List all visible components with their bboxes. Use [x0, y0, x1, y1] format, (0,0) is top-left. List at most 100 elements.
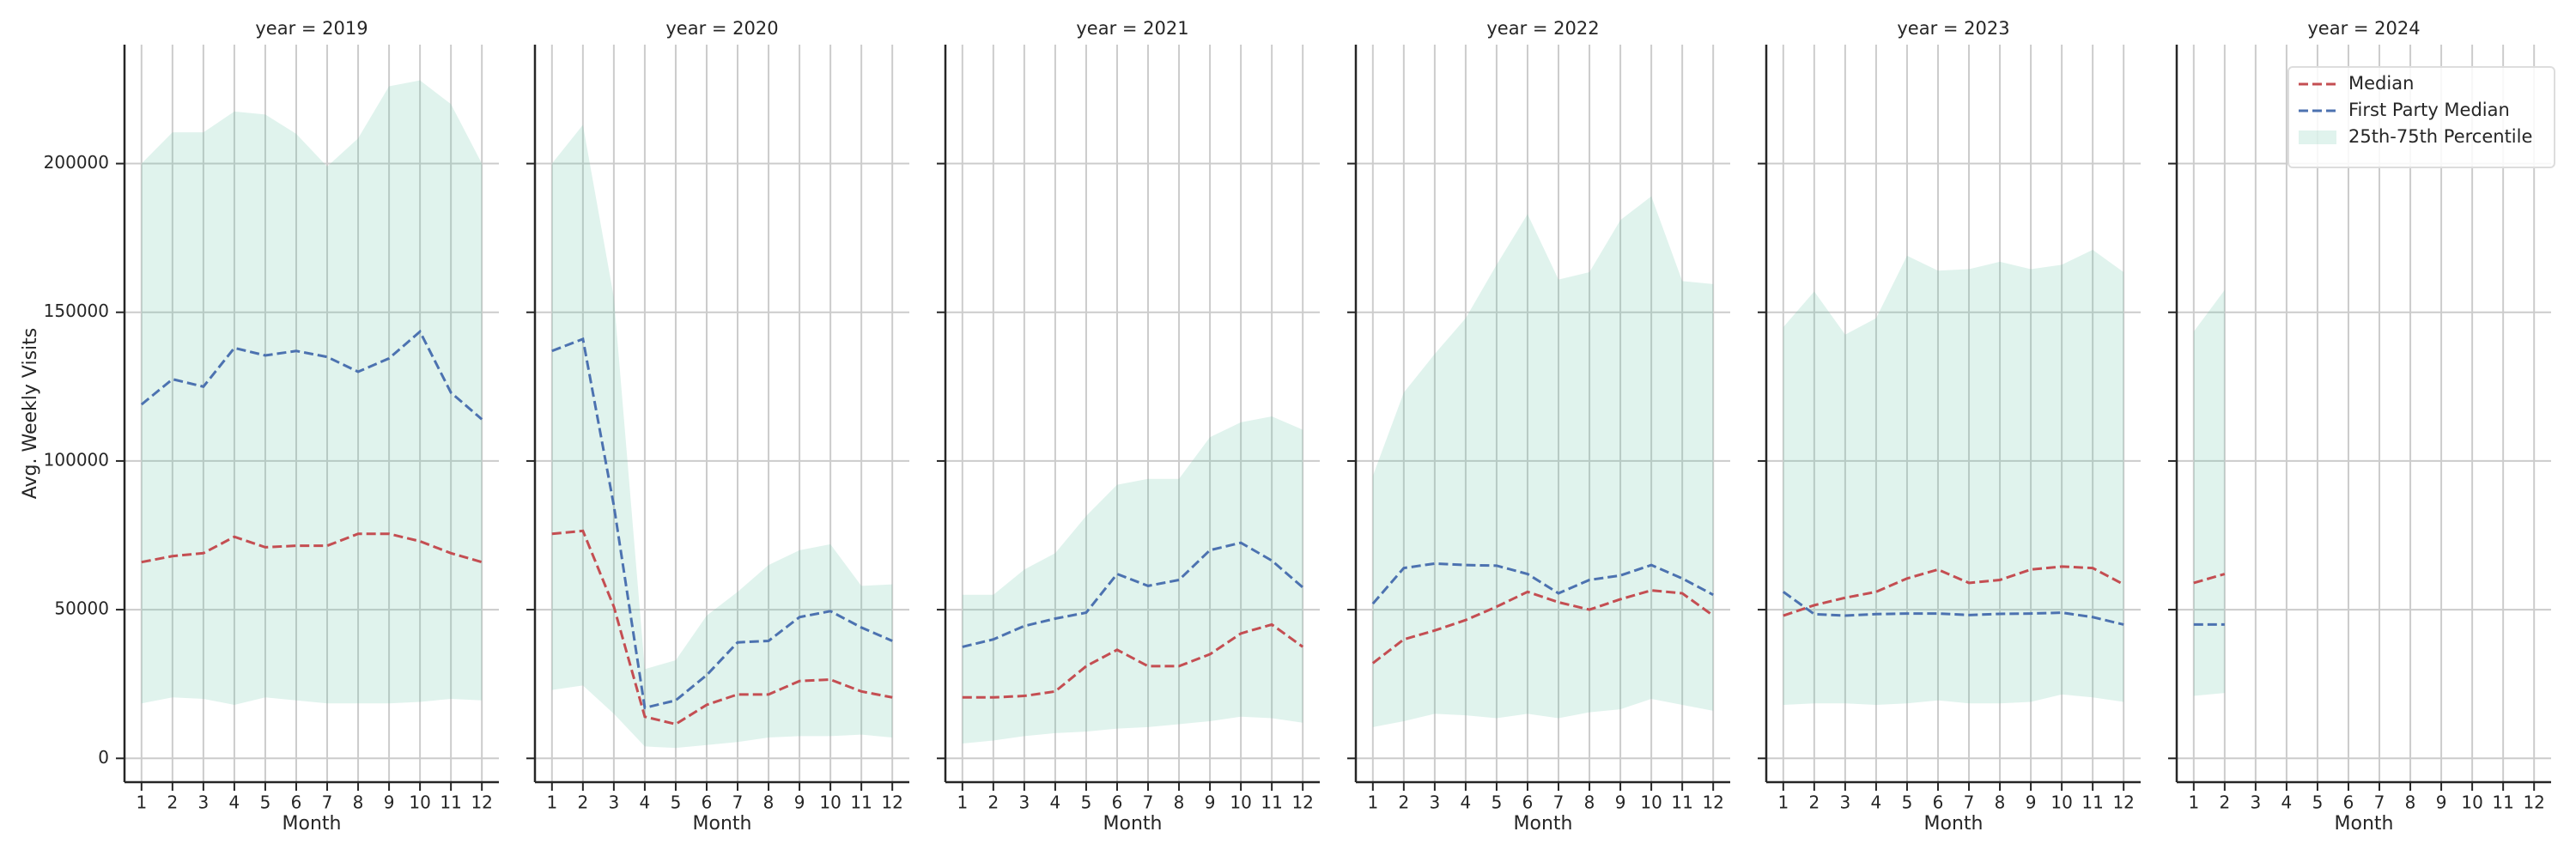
- legend-label: 25th-75th Percentile: [2348, 126, 2532, 147]
- x-tick-label: 6: [291, 792, 302, 813]
- x-tick-label: 5: [1081, 792, 1092, 813]
- x-tick-label: 1: [2188, 792, 2199, 813]
- x-tick-label: 7: [1553, 792, 1564, 813]
- y-tick-label: 200000: [44, 152, 109, 173]
- x-tick-label: 9: [1205, 792, 1216, 813]
- percentile-band: [141, 80, 483, 705]
- x-tick-label: 7: [1964, 792, 1975, 813]
- x-tick-label: 9: [384, 792, 395, 813]
- x-axis-label: Month: [1924, 813, 1984, 835]
- x-tick-label: 8: [1174, 792, 1185, 813]
- x-tick-label: 9: [794, 792, 805, 813]
- facet-title: year = 2020: [665, 18, 778, 39]
- x-tick-label: 8: [353, 792, 364, 813]
- x-tick-label: 2: [987, 792, 999, 813]
- x-tick-label: 4: [1050, 792, 1061, 813]
- x-tick-label: 4: [640, 792, 651, 813]
- x-tick-label: 10: [1230, 792, 1251, 813]
- x-tick-label: 1: [546, 792, 557, 813]
- x-axis-label: Month: [1103, 813, 1163, 835]
- x-tick-label: 10: [2050, 792, 2072, 813]
- series-line: [1371, 589, 1715, 665]
- x-tick-label: 5: [260, 792, 271, 813]
- x-tick-label: 6: [1112, 792, 1123, 813]
- series-line: [140, 329, 483, 421]
- facet-title: year = 2023: [1897, 18, 2009, 39]
- x-tick-label: 2: [1398, 792, 1409, 813]
- y-tick-label: 100000: [44, 449, 109, 470]
- x-tick-label: 7: [732, 792, 744, 813]
- x-tick-label: 6: [1522, 792, 1534, 813]
- x-tick-label: 8: [1584, 792, 1595, 813]
- x-tick-label: 8: [1995, 792, 2006, 813]
- x-axis-label: Month: [283, 813, 342, 835]
- x-tick-label: 3: [1019, 792, 1030, 813]
- x-tick-label: 4: [229, 792, 240, 813]
- series-line: [962, 541, 1304, 648]
- x-tick-label: 9: [2436, 792, 2447, 813]
- legend-box: [2287, 66, 2555, 168]
- x-tick-label: 5: [671, 792, 682, 813]
- x-tick-label: 2: [577, 792, 588, 813]
- x-tick-label: 7: [322, 792, 333, 813]
- y-tick-label: 150000: [44, 300, 109, 321]
- x-tick-label: 10: [2461, 792, 2482, 813]
- series-line: [551, 529, 893, 726]
- percentile-band: [551, 124, 893, 749]
- y-tick-label: 0: [98, 747, 109, 768]
- x-axis-label: Month: [1514, 813, 1573, 835]
- x-tick-label: 11: [2492, 792, 2513, 813]
- facet-title: year = 2021: [1076, 18, 1188, 39]
- x-tick-label: 3: [198, 792, 210, 813]
- x-tick-label: 4: [2281, 792, 2293, 813]
- percentile-band: [2193, 289, 2225, 696]
- y-axis-label: Avg. Weekly Visits: [20, 328, 41, 499]
- x-tick-label: 5: [1492, 792, 1503, 813]
- x-tick-label: 2: [1808, 792, 1820, 813]
- x-tick-label: 2: [167, 792, 178, 813]
- x-tick-label: 3: [609, 792, 620, 813]
- x-tick-label: 8: [2405, 792, 2416, 813]
- x-tick-label: 1: [136, 792, 147, 813]
- x-tick-label: 7: [2374, 792, 2385, 813]
- percentile-band: [1372, 196, 1714, 727]
- facet-title: year = 2022: [1486, 18, 1599, 39]
- x-tick-label: 9: [2026, 792, 2037, 813]
- facet-title: year = 2019: [255, 18, 368, 39]
- x-tick-label: 7: [1143, 792, 1154, 813]
- x-tick-label: 6: [702, 792, 713, 813]
- x-tick-label: 1: [1367, 792, 1378, 813]
- legend-label: First Party Median: [2348, 100, 2510, 120]
- series-line: [1371, 562, 1714, 605]
- x-tick-label: 11: [850, 792, 872, 813]
- x-tick-label: 4: [1461, 792, 1472, 813]
- x-tick-label: 6: [2343, 792, 2354, 813]
- x-tick-label: 11: [2081, 792, 2103, 813]
- legend-swatch: [2299, 131, 2336, 144]
- x-tick-label: 12: [2112, 792, 2134, 813]
- x-tick-label: 9: [1615, 792, 1626, 813]
- x-tick-label: 12: [471, 792, 492, 813]
- x-tick-label: 3: [1840, 792, 1851, 813]
- y-tick-label: 50000: [54, 598, 109, 619]
- series-line: [2193, 573, 2226, 585]
- x-axis-label: Month: [693, 813, 752, 835]
- x-tick-label: 10: [819, 792, 841, 813]
- x-tick-label: 4: [1871, 792, 1882, 813]
- percentile-band: [1783, 249, 2124, 705]
- series-line: [962, 622, 1304, 699]
- series-line: [141, 532, 483, 564]
- x-tick-label: 5: [2312, 792, 2324, 813]
- x-axis-label: Month: [2335, 813, 2394, 835]
- series-line: [551, 337, 893, 710]
- x-tick-label: 1: [1777, 792, 1789, 813]
- legend-label: Median: [2348, 73, 2414, 94]
- x-tick-label: 1: [957, 792, 968, 813]
- series-line: [1782, 591, 2124, 626]
